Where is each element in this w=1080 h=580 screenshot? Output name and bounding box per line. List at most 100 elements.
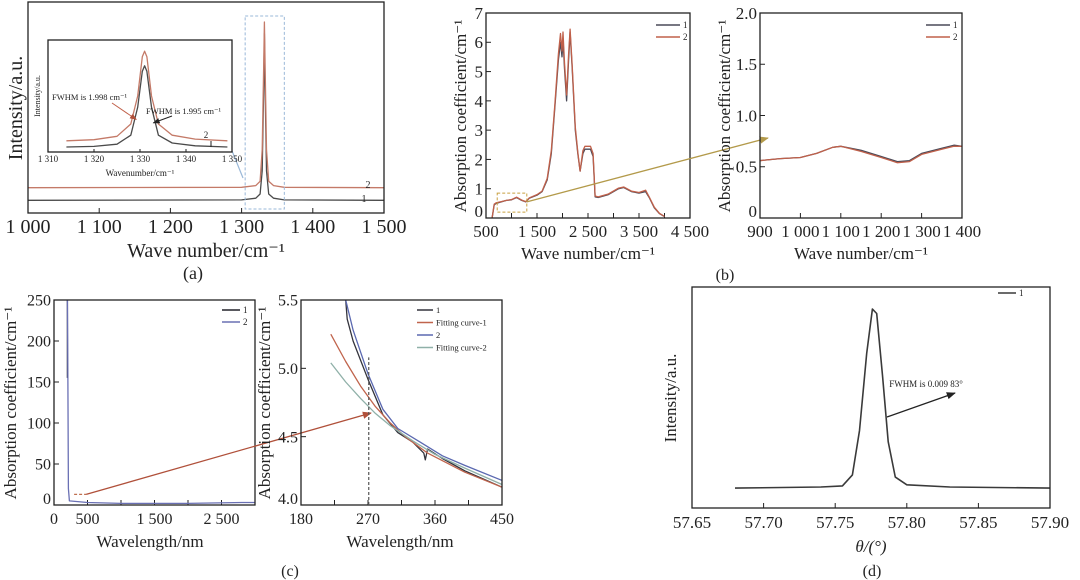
series-line-1	[491, 31, 665, 218]
x-tick-label: 1 500	[137, 511, 173, 528]
series-line-2	[491, 28, 665, 218]
y-tick-label: 50	[35, 457, 51, 474]
x-tick-label: 1 000	[781, 222, 819, 241]
legend-label: 2	[953, 32, 958, 42]
panel-label: (b)	[716, 267, 735, 284]
chart-a-inset: 1 310 1 320 1 330 1 340 1 350 Wavenumber/cm⁻¹…	[33, 39, 243, 178]
axes-frame	[47, 39, 233, 153]
y-tick-label: 4.5	[278, 429, 298, 446]
x-tick-label: 1 000	[6, 216, 51, 238]
x-tick-label: 4 500	[671, 222, 709, 241]
x-tick-label: 1 310	[38, 154, 59, 164]
series-label: 1	[362, 194, 367, 205]
series-line-2	[345, 300, 502, 482]
legend-label: 1	[436, 305, 440, 315]
series-label: 2	[366, 180, 371, 191]
legend: 1 Fitting curve-1 2 Fitting curve-2	[417, 305, 487, 353]
legend-label: Fitting curve-1	[436, 318, 487, 328]
x-tick-label: 500	[473, 222, 499, 241]
y-tick-label: 100	[27, 416, 51, 433]
x-tick-label: 3 500	[620, 222, 658, 241]
axes-frame	[27, 1, 385, 214]
y-tick-label: 5.0	[278, 361, 298, 378]
x-tick-label: 450	[490, 511, 514, 528]
x-tick-label: 57.65	[673, 513, 711, 532]
y-axis-label: Absorption coefficient/cm⁻¹	[715, 20, 734, 213]
x-tick-label: 900	[747, 222, 773, 241]
chart-d: 57.65 57.70 57.75 57.80 57.85 57.90 θ/(°) Inten…	[661, 286, 1069, 580]
annotation-arrow	[152, 115, 173, 124]
x-tick-label: 1 400	[290, 216, 335, 238]
legend: 12	[656, 20, 688, 42]
y-tick-label: 0	[43, 491, 51, 508]
y-tick-label: 1.5	[736, 55, 757, 74]
legend-label: 1	[683, 20, 688, 30]
series-line-2	[760, 145, 962, 164]
panel-label: (a)	[183, 263, 203, 284]
series-line-s0	[66, 65, 228, 148]
y-tick-label: 0.5	[736, 158, 757, 177]
legend-label: 2	[243, 317, 248, 327]
x-axis-label: Wave number/cm⁻¹	[127, 240, 285, 262]
x-tick-label: 500	[76, 511, 100, 528]
y-tick-label: 6	[475, 33, 484, 52]
x-tick-label: 1 300	[219, 216, 264, 238]
fwhm-annotation: FWHM is 0.009 83°	[889, 379, 963, 389]
x-tick-label: 1 340	[176, 154, 197, 164]
x-tick-label: 57.75	[816, 513, 854, 532]
axes-frame	[759, 12, 963, 219]
y-tick-label: 1	[475, 180, 484, 199]
series-line-1	[760, 144, 962, 163]
x-tick-label: 1 100	[822, 222, 860, 241]
y-tick-label: 4.0	[278, 491, 298, 508]
x-tick-label: 180	[289, 511, 313, 528]
y-axis-label: Absorption coefficient/cm⁻¹	[1, 307, 20, 500]
x-tick-label: 1 300	[902, 222, 940, 241]
y-tick-label: 200	[27, 334, 51, 351]
y-axis-label: Intensity/a.u.	[33, 75, 42, 117]
axes-frame	[300, 299, 503, 506]
legend-label: 2	[683, 32, 688, 42]
series-label: 2	[204, 130, 209, 140]
axes-frame	[485, 12, 691, 219]
x-axis-label: Wave number/cm⁻¹	[521, 244, 655, 263]
x-tick-label: 2 500	[569, 222, 607, 241]
y-tick-label: 150	[27, 375, 51, 392]
chart-a: 1 000 1 100 1 200 1 300 1 400 1 500 Wave numbe…	[5, 1, 407, 284]
y-tick-label: 0	[749, 202, 758, 221]
zoom-region-box	[496, 192, 528, 213]
chart-b2: 900 1 000 1 100 1 200 1 300 1 400 0 0.5 1.0 1.5 2.…	[715, 4, 981, 284]
y-tick-label: 5.5	[278, 293, 298, 310]
x-tick-label: 1 400	[943, 222, 981, 241]
x-tick-label: 0	[50, 511, 58, 528]
panel-label: (c)	[281, 563, 299, 580]
x-tick-label: 57.70	[744, 513, 782, 532]
x-tick-label: 1 330	[130, 154, 151, 164]
x-tick-label: 57.90	[1031, 513, 1069, 532]
zoom-arrow	[526, 136, 769, 203]
x-tick-label: 360	[423, 511, 447, 528]
x-tick-label: 1 350	[222, 154, 243, 164]
legend: 1	[998, 288, 1024, 298]
x-tick-label: 1 200	[862, 222, 900, 241]
y-tick-label: 7	[475, 4, 484, 23]
legend-label: Fitting curve-2	[436, 343, 487, 353]
legend-label: 1	[1019, 288, 1024, 298]
y-tick-label: 5	[475, 63, 484, 82]
y-tick-label: 4	[475, 92, 484, 111]
fwhm-annotation: FWHM is 1.995 cm⁻¹	[146, 106, 221, 116]
y-tick-label: 2.0	[736, 4, 757, 23]
chart-c1: 0 500 1 500 2 500 0 50 100 150 200 250 Wavelength/…	[1, 293, 256, 551]
series-line-2	[28, 21, 384, 189]
y-axis-label: Absorption coefficient/cm⁻¹	[451, 20, 470, 213]
chart-c2: 180 270 360 450 4.0 4.5 5.0 5.5 Wavelength/nm Abs…	[255, 293, 514, 580]
y-axis-label: Intensity/a.u.	[661, 354, 680, 443]
series-line-2	[66, 50, 228, 142]
legend-label: 1	[953, 20, 958, 30]
x-tick-label: 57.80	[888, 513, 926, 532]
series-line-fitting-curve-1	[330, 333, 502, 488]
y-tick-label: 0	[475, 202, 484, 221]
series-line-2	[66, 300, 255, 505]
